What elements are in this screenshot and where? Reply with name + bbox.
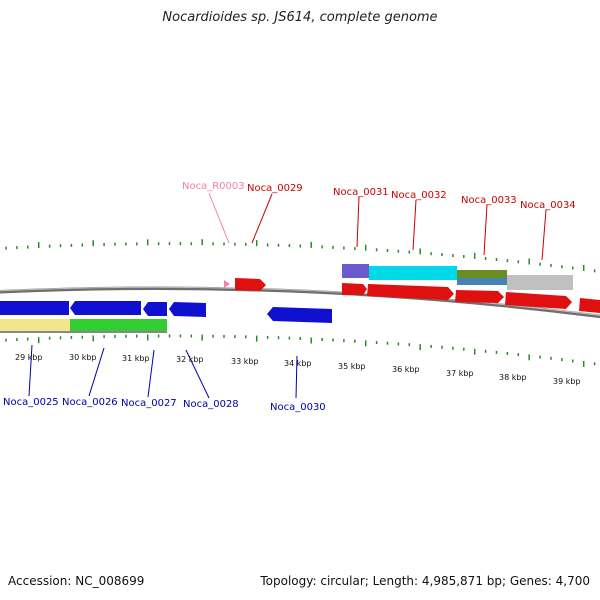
inner-feature-row bbox=[0, 319, 167, 333]
label-noca-0026[interactable]: Noca_0026 bbox=[62, 397, 118, 408]
leader-noca-0026 bbox=[88, 347, 105, 397]
scale-label: 32 kbp bbox=[176, 355, 204, 364]
gene-noca-0033[interactable] bbox=[455, 290, 504, 303]
rna-gene-r0003[interactable] bbox=[224, 280, 230, 288]
feature-bar-row bbox=[342, 264, 573, 290]
scale-label: 34 kbp bbox=[284, 359, 312, 368]
genome-backbone bbox=[0, 286, 600, 319]
genome-summary-text: Topology: circular; Length: 4,985,871 bp… bbox=[260, 574, 590, 588]
feature-bar-green[interactable] bbox=[70, 319, 142, 332]
scale-label: 31 kbp bbox=[122, 354, 150, 363]
scale-label: 39 kbp bbox=[553, 377, 581, 386]
scale-label: 29 kbp bbox=[15, 353, 43, 362]
feature-bar-khaki[interactable] bbox=[0, 319, 70, 332]
gene-noca-0030[interactable] bbox=[267, 307, 332, 323]
gene-noca-0031[interactable] bbox=[342, 283, 367, 295]
scale-label: 33 kbp bbox=[231, 357, 259, 366]
accession-text: Accession: NC_008699 bbox=[8, 574, 145, 588]
leader-noca-0028 bbox=[185, 349, 210, 399]
label-noca-0032[interactable]: Noca_0032 bbox=[391, 190, 447, 201]
label-noca-0029[interactable]: Noca_0029 bbox=[247, 183, 303, 194]
label-noca-0034[interactable]: Noca_0034 bbox=[520, 200, 576, 211]
gene-noca-0035[interactable] bbox=[579, 298, 600, 313]
gene-labels-bottom: Noca_0025 Noca_0026 Noca_0027 Noca_0028 … bbox=[3, 397, 326, 413]
gene-noca-0028[interactable] bbox=[169, 302, 206, 317]
feature-bar-olive[interactable] bbox=[457, 270, 507, 278]
feature-bar-silver[interactable] bbox=[507, 275, 573, 290]
gene-noca-0026[interactable] bbox=[70, 301, 141, 315]
feature-bar-green-2[interactable] bbox=[142, 319, 167, 332]
forward-strand-genes bbox=[224, 278, 600, 313]
leader-noca-0032 bbox=[412, 199, 417, 251]
scale-label: 30 kbp bbox=[69, 353, 97, 362]
label-noca-0033[interactable]: Noca_0033 bbox=[461, 195, 517, 206]
label-leader-lines bbox=[28, 192, 547, 399]
scale-label: 37 kbp bbox=[446, 369, 474, 378]
label-noca-0028[interactable]: Noca_0028 bbox=[183, 399, 239, 410]
feature-bar-shadow bbox=[0, 331, 167, 333]
map-title: Nocardioides sp. JS614, complete genome bbox=[162, 10, 438, 25]
label-noca-0030[interactable]: Noca_0030 bbox=[270, 402, 326, 413]
outer-tick-row bbox=[5, 239, 596, 273]
leader-rna bbox=[208, 192, 230, 244]
genome-backbone-highlight bbox=[0, 286, 600, 316]
label-noca-0027[interactable]: Noca_0027 bbox=[121, 398, 177, 409]
feature-bar-cyan[interactable] bbox=[369, 266, 457, 280]
leader-noca-0027 bbox=[147, 349, 155, 398]
reverse-strand-genes bbox=[0, 301, 332, 323]
gene-noca-0034[interactable] bbox=[505, 292, 572, 309]
scale-labels: 29 kbp 30 kbp 31 kbp 32 kbp 33 kbp 34 kbp 35 k… bbox=[15, 353, 581, 386]
gene-noca-0032[interactable] bbox=[367, 284, 454, 300]
gene-noca-0029[interactable] bbox=[235, 278, 266, 291]
leader-noca-0030 bbox=[295, 355, 298, 399]
gene-noca-0027[interactable] bbox=[143, 302, 167, 316]
label-rna[interactable]: Noca_R0003 bbox=[182, 181, 245, 192]
feature-bar-purple[interactable] bbox=[342, 264, 369, 278]
leader-noca-0033 bbox=[483, 204, 488, 256]
leader-noca-0025 bbox=[28, 344, 33, 397]
leader-noca-0029 bbox=[251, 193, 273, 244]
gene-labels-top: Noca_R0003 Noca_0029 Noca_0031 Noca_0032… bbox=[182, 181, 576, 211]
scale-label: 35 kbp bbox=[338, 362, 366, 371]
scale-label: 36 kbp bbox=[392, 365, 420, 374]
inner-tick-row bbox=[5, 334, 596, 367]
leader-noca-0034 bbox=[541, 209, 547, 261]
gene-noca-0025[interactable] bbox=[0, 301, 69, 315]
label-noca-0031[interactable]: Noca_0031 bbox=[333, 187, 389, 198]
feature-bar-steel[interactable] bbox=[457, 278, 507, 285]
label-noca-0025[interactable]: Noca_0025 bbox=[3, 397, 59, 408]
scale-label: 38 kbp bbox=[499, 373, 527, 382]
leader-noca-0031 bbox=[356, 196, 360, 248]
